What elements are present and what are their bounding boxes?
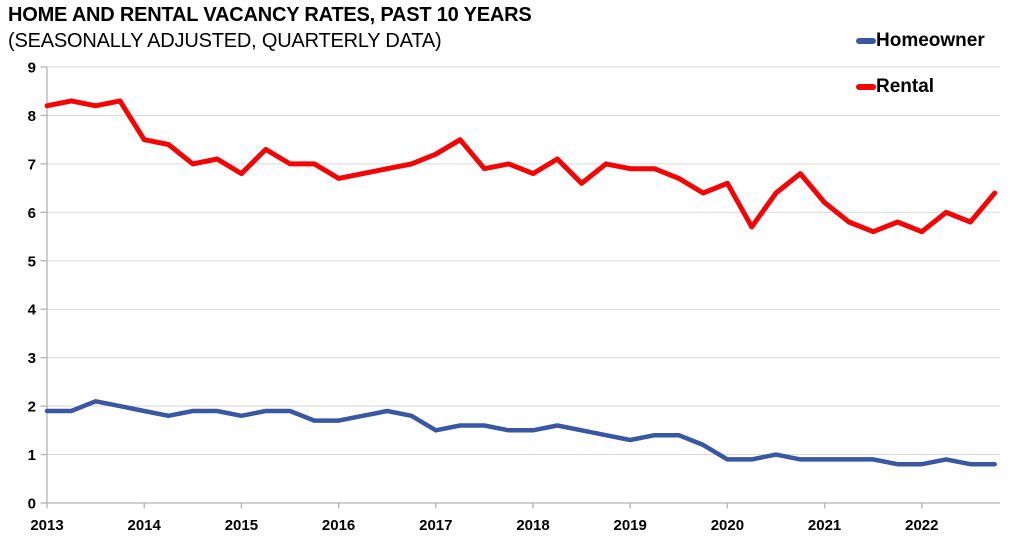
x-tick-label-2013: 2013 (30, 517, 63, 534)
x-tick-label-2022: 2022 (905, 517, 938, 534)
legend-item-rental: Rental (856, 75, 985, 99)
y-tick-label-4: 4 (28, 302, 37, 319)
legend: Homeowner Rental (856, 29, 985, 121)
x-tick-label-2019: 2019 (614, 517, 647, 534)
chart-subtitle: (SEASONALLY ADJUSTED, QUARTERLY DATA) (8, 30, 442, 52)
y-tick-label-9: 9 (28, 60, 36, 77)
x-tick-label-2014: 2014 (128, 517, 162, 534)
y-tick-label-0: 0 (28, 496, 36, 513)
homeowner-line (44, 399, 997, 467)
x-tick-label-2017: 2017 (419, 517, 452, 534)
x-tick-label-2021: 2021 (808, 517, 841, 534)
x-tick-label-2018: 2018 (516, 517, 549, 534)
y-tick-label-5: 5 (28, 253, 36, 270)
y-gridlines (47, 66, 1000, 504)
legend-item-homeowner: Homeowner (856, 29, 985, 53)
legend-swatch-rental (856, 84, 876, 90)
legend-swatch-homeowner (856, 38, 876, 44)
y-tick-label-1: 1 (28, 447, 36, 464)
x-tick-label-2016: 2016 (322, 517, 355, 534)
rental-line (44, 98, 998, 235)
y-tick-label-8: 8 (28, 108, 36, 125)
y-tick-label-2: 2 (28, 399, 36, 416)
x-tick-labels: 2013 2014 2015 2016 2017 2018 2019 2020 2021 2022 (30, 503, 938, 534)
x-tick-label-2020: 2020 (711, 517, 744, 534)
y-tick-label-7: 7 (28, 156, 36, 173)
y-tick-labels: 0 1 2 3 4 5 6 7 8 9 (28, 60, 47, 513)
y-tick-label-3: 3 (28, 350, 36, 367)
chart-title: HOME AND RENTAL VACANCY RATES, PAST 10 Y… (8, 4, 532, 26)
legend-label-homeowner: Homeowner (876, 30, 985, 51)
legend-label-rental: Rental (876, 76, 935, 97)
y-tick-label-6: 6 (28, 205, 36, 222)
x-tick-label-2015: 2015 (225, 517, 258, 534)
